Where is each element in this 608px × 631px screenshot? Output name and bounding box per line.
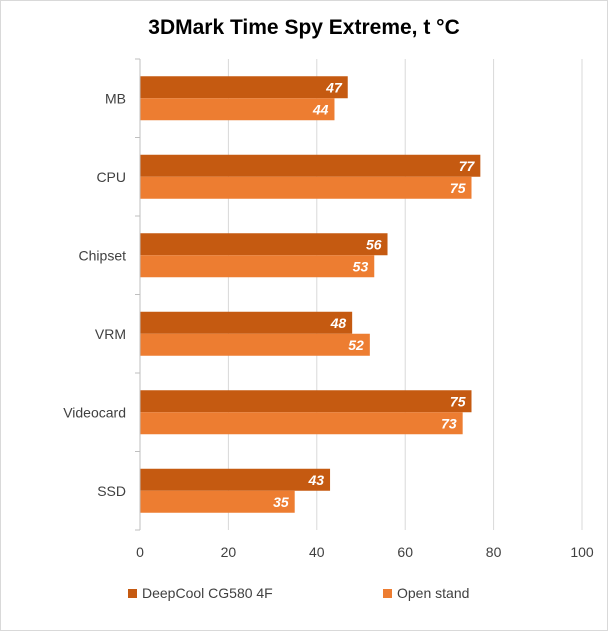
category-label: SSD xyxy=(97,483,126,499)
chart-title: 3DMark Time Spy Extreme, t °C xyxy=(148,16,459,39)
legend-swatch xyxy=(128,589,137,598)
bar xyxy=(140,490,295,513)
bar-value-label: 53 xyxy=(353,258,369,274)
legend: DeepCool CG580 4F Open stand xyxy=(128,585,469,601)
bar-value-label: 43 xyxy=(307,472,324,488)
x-tick-label: 80 xyxy=(486,544,502,560)
bar xyxy=(140,311,353,334)
bar xyxy=(140,255,375,278)
bar xyxy=(140,176,472,199)
category-label: Videocard xyxy=(63,404,126,420)
x-tick-label: 0 xyxy=(136,544,144,560)
bar xyxy=(140,154,481,177)
x-tick-label: 20 xyxy=(221,544,237,560)
category-label: VRM xyxy=(95,326,126,342)
legend-swatch xyxy=(383,589,392,598)
bar-value-label: 75 xyxy=(450,180,466,196)
bar-value-label: 73 xyxy=(441,415,457,431)
x-tick-label: 100 xyxy=(570,544,594,560)
x-tick-label: 60 xyxy=(397,544,413,560)
legend-label: Open stand xyxy=(397,585,469,601)
bars xyxy=(140,76,481,513)
bar-value-label: 47 xyxy=(325,79,343,95)
category-label: CPU xyxy=(96,169,126,185)
legend-label: DeepCool CG580 4F xyxy=(142,585,273,601)
bar-value-label: 77 xyxy=(459,158,476,174)
bar-value-label: 44 xyxy=(312,101,329,117)
bar-value-label: 48 xyxy=(330,315,347,331)
bar-value-label: 56 xyxy=(366,236,382,252)
category-label: Chipset xyxy=(79,247,127,263)
value-axis: 0 20 40 60 80 100 xyxy=(136,544,594,560)
bar xyxy=(140,76,348,99)
bar xyxy=(140,390,472,413)
x-tick-label: 40 xyxy=(309,544,325,560)
bar xyxy=(140,98,335,121)
bar xyxy=(140,468,331,491)
bar xyxy=(140,333,370,356)
bar xyxy=(140,233,388,256)
bar-value-label: 52 xyxy=(348,337,364,353)
category-axis: MB CPU Chipset VRM Videocard SSD xyxy=(63,58,141,531)
bar-value-label: 35 xyxy=(273,494,289,510)
bar-value-label: 75 xyxy=(450,393,466,409)
category-label: MB xyxy=(105,90,126,106)
bar xyxy=(140,412,463,435)
gridlines xyxy=(139,59,583,530)
